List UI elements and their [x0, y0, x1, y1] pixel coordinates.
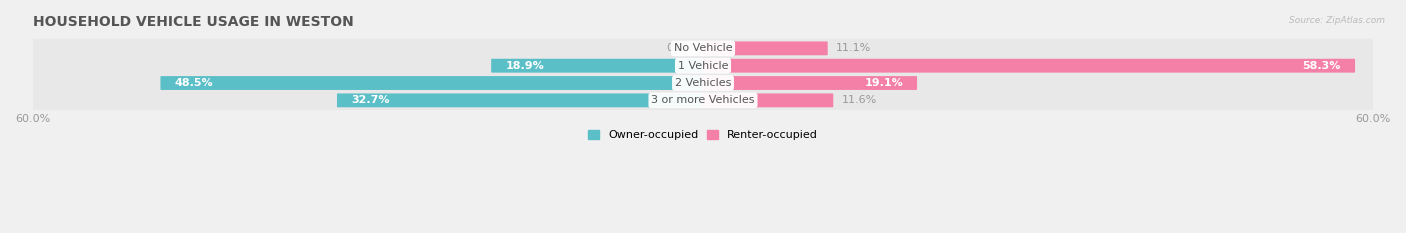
FancyBboxPatch shape — [703, 59, 1355, 73]
Text: 58.3%: 58.3% — [1302, 61, 1341, 71]
Text: HOUSEHOLD VEHICLE USAGE IN WESTON: HOUSEHOLD VEHICLE USAGE IN WESTON — [32, 15, 353, 29]
Text: No Vehicle: No Vehicle — [673, 43, 733, 53]
FancyBboxPatch shape — [491, 59, 703, 73]
Text: 2 Vehicles: 2 Vehicles — [675, 78, 731, 88]
Text: 3 or more Vehicles: 3 or more Vehicles — [651, 95, 755, 105]
Legend: Owner-occupied, Renter-occupied: Owner-occupied, Renter-occupied — [583, 126, 823, 145]
FancyBboxPatch shape — [703, 93, 834, 107]
FancyBboxPatch shape — [337, 93, 703, 107]
Text: 18.9%: 18.9% — [505, 61, 544, 71]
FancyBboxPatch shape — [703, 41, 828, 55]
FancyBboxPatch shape — [31, 56, 1375, 75]
FancyBboxPatch shape — [31, 73, 1375, 93]
Text: 1 Vehicle: 1 Vehicle — [678, 61, 728, 71]
Text: 0.0%: 0.0% — [666, 43, 695, 53]
Text: 32.7%: 32.7% — [352, 95, 389, 105]
Bar — [32, 93, 1374, 108]
Text: 11.1%: 11.1% — [837, 43, 872, 53]
Text: 48.5%: 48.5% — [174, 78, 214, 88]
FancyBboxPatch shape — [160, 76, 703, 90]
Bar — [32, 41, 1374, 56]
Text: 19.1%: 19.1% — [865, 78, 903, 88]
Text: Source: ZipAtlas.com: Source: ZipAtlas.com — [1289, 16, 1385, 25]
FancyBboxPatch shape — [31, 91, 1375, 110]
Bar — [32, 58, 1374, 73]
Text: 11.6%: 11.6% — [842, 95, 877, 105]
Bar — [32, 75, 1374, 90]
FancyBboxPatch shape — [703, 76, 917, 90]
FancyBboxPatch shape — [31, 39, 1375, 58]
